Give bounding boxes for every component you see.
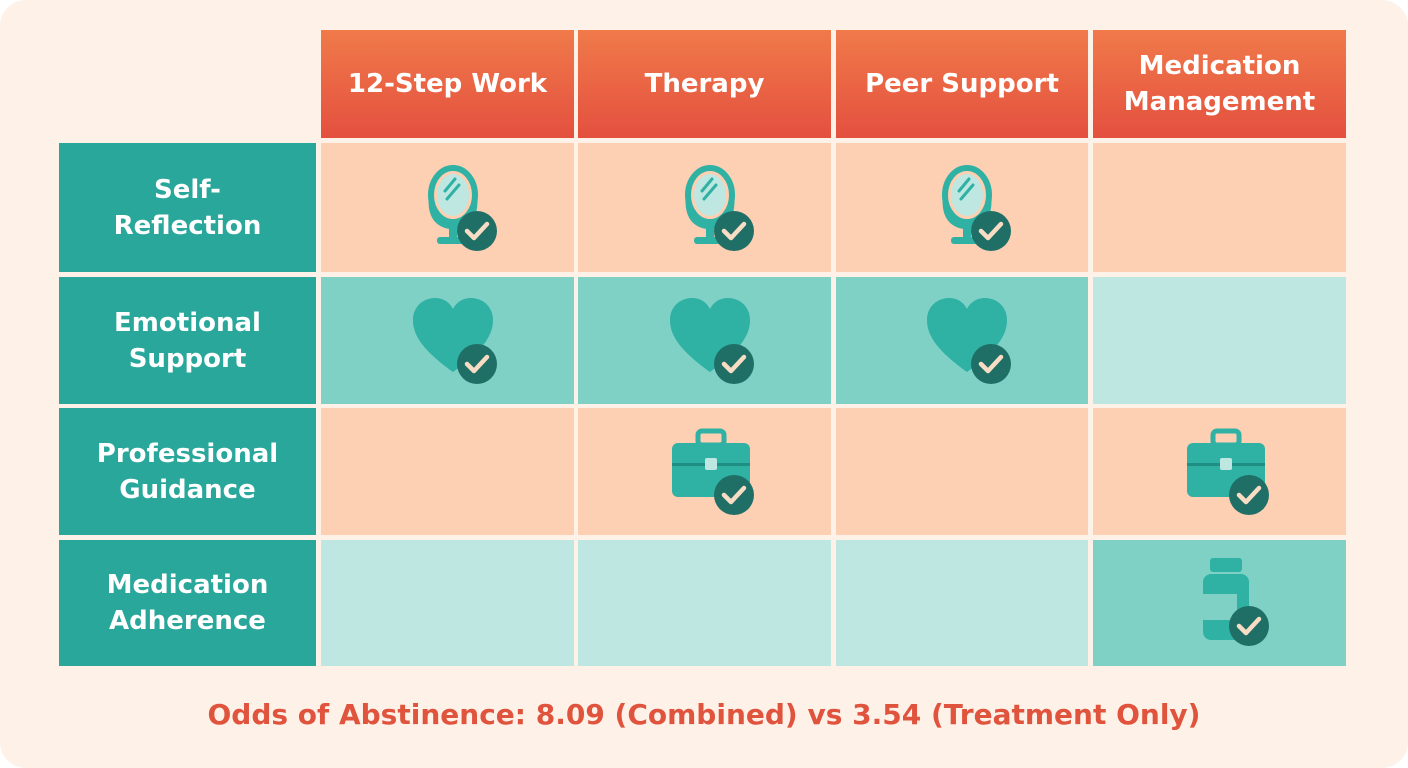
column-header: 12-Step Work [321, 30, 574, 138]
check-icon [1186, 428, 1269, 515]
matrix-cell [578, 408, 831, 535]
matrix-cell [1093, 408, 1346, 535]
matrix-cell [321, 143, 574, 272]
row-header: Emotional Support [59, 277, 316, 404]
check-icon [671, 428, 754, 515]
check-icon [942, 164, 1011, 251]
check-icon [684, 164, 754, 251]
column-header: Medication Management [1093, 30, 1346, 138]
matrix-cell [1093, 143, 1346, 272]
matrix-cell [578, 540, 831, 666]
check-icon [427, 164, 497, 251]
matrix-cell [578, 143, 831, 272]
matrix-cell [321, 408, 574, 535]
column-header: Peer Support [836, 30, 1088, 138]
row-header: Medication Adherence [59, 540, 316, 666]
row-header: Self-Reflection [59, 143, 316, 272]
check-icon [1202, 558, 1269, 646]
check-icon [927, 297, 1011, 384]
column-header: Therapy [578, 30, 831, 138]
matrix-cell [321, 540, 574, 666]
matrix-cell [578, 277, 831, 404]
matrix-cell [321, 277, 574, 404]
matrix-cell [1093, 277, 1346, 404]
matrix-cell [836, 408, 1088, 535]
matrix-cell [836, 277, 1088, 404]
check-icon [412, 297, 497, 384]
footer-note: Odds of Abstinence: 8.09 (Combined) vs 3… [207, 698, 1201, 731]
matrix-cell [836, 540, 1088, 666]
check-icon [669, 297, 754, 384]
row-header: Professional Guidance [59, 408, 316, 535]
matrix-cell [1093, 540, 1346, 666]
matrix-cell [836, 143, 1088, 272]
